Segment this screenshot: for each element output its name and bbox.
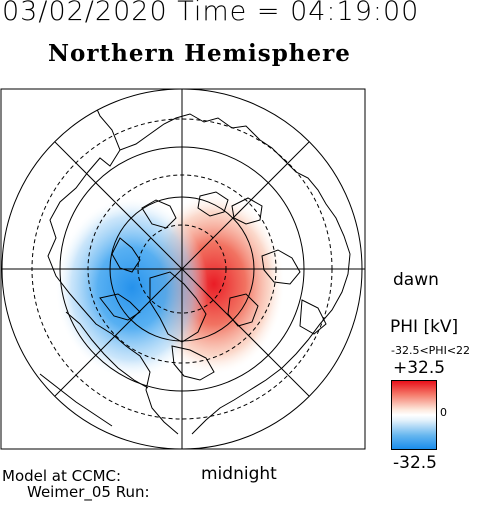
date-time-title: 03/02/2020 Time = 04:19:00 [2, 0, 420, 27]
polar-map [0, 88, 366, 450]
colorbar-title: PHI [kV] [390, 317, 459, 337]
hemisphere-title: Northern Hemisphere [48, 40, 351, 67]
run-label: Weimer_05 Run: [27, 483, 150, 501]
colorbar [391, 380, 437, 450]
negative-potential-cell [56, 198, 208, 378]
dawn-label: dawn [393, 270, 439, 290]
graticule [1, 88, 365, 450]
midnight-label: midnight [201, 464, 277, 484]
colorbar-zero-label: 0 [440, 406, 447, 419]
model-label: Model at CCMC: [2, 467, 122, 485]
potential-field [56, 194, 284, 378]
colorbar-max-label: +32.5 [393, 358, 446, 378]
colorbar-range: -32.5<PHI<22 [391, 344, 471, 357]
coastlines [39, 97, 351, 435]
colorbar-min-label: -32.5 [393, 453, 437, 473]
